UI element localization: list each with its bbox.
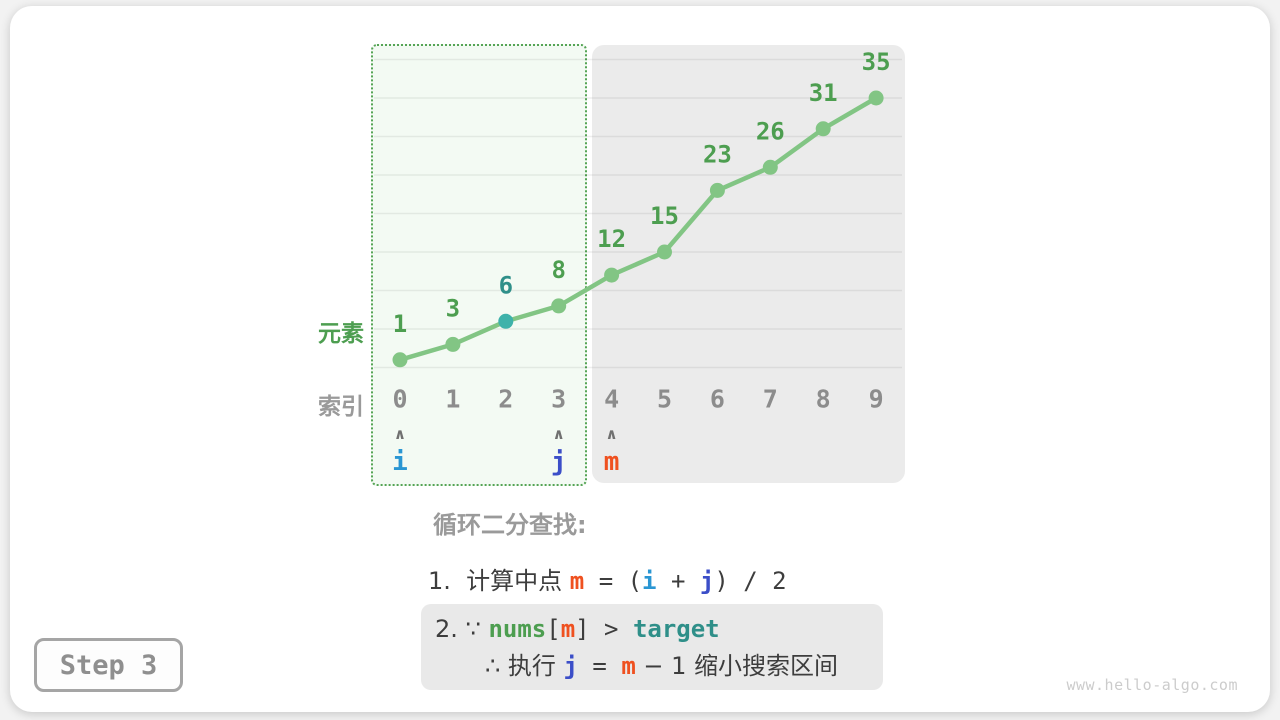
current-search-region bbox=[371, 44, 587, 486]
step2-condition-box: 2. ∵ nums[m] > target ∴ 执行 j = m − 1 缩小搜… bbox=[421, 604, 883, 690]
var-m: m bbox=[621, 652, 636, 680]
index-label: 3 bbox=[551, 385, 566, 414]
pointer-arrow-icon: ∧ bbox=[606, 425, 618, 443]
var-m: m bbox=[569, 567, 585, 595]
nums-token: nums bbox=[488, 615, 547, 643]
step2-line1: 2. ∵ nums[m] > target bbox=[435, 611, 883, 648]
step2-eq: = bbox=[577, 652, 622, 680]
var-i: i bbox=[642, 567, 657, 595]
index-label: 9 bbox=[869, 385, 884, 414]
y-axis-label: 元素 bbox=[318, 321, 364, 347]
pointer-label-m: m bbox=[604, 447, 620, 477]
data-point bbox=[762, 159, 778, 175]
value-label: 31 bbox=[809, 79, 838, 107]
var-m: m bbox=[560, 615, 576, 643]
index-label: 7 bbox=[763, 385, 778, 414]
data-point bbox=[815, 121, 831, 137]
data-point bbox=[709, 182, 725, 198]
value-label: 3 bbox=[446, 294, 460, 322]
watermark: www.hello-algo.com bbox=[1066, 676, 1238, 694]
value-label: 1 bbox=[393, 310, 407, 338]
data-point bbox=[445, 336, 461, 352]
step1-suffix: ) / 2 bbox=[714, 567, 787, 595]
data-point bbox=[868, 90, 884, 106]
value-label: 12 bbox=[597, 225, 626, 253]
data-point bbox=[657, 244, 672, 260]
data-point-highlight bbox=[498, 313, 514, 329]
x-axis-label: 索引 bbox=[318, 394, 364, 420]
step1-plus: + bbox=[656, 567, 700, 595]
index-label: 2 bbox=[498, 385, 513, 414]
index-label: 0 bbox=[392, 385, 407, 414]
index-label: 6 bbox=[710, 385, 725, 414]
pointer-label-i: i bbox=[392, 447, 408, 477]
excluded-search-region bbox=[592, 45, 905, 483]
step1-eq: = ( bbox=[584, 567, 643, 595]
data-point bbox=[604, 267, 620, 283]
value-label: 15 bbox=[650, 202, 679, 230]
value-label: 23 bbox=[703, 140, 732, 168]
data-point bbox=[551, 298, 567, 314]
var-j: j bbox=[699, 567, 715, 595]
data-line bbox=[399, 96, 878, 362]
step-badge: Step 3 bbox=[34, 638, 183, 692]
step2-suffix: − 1 缩小搜索区间 bbox=[635, 652, 839, 680]
step1-prefix: 1. 计算中点 bbox=[428, 567, 570, 595]
rbracket-gt: ] > bbox=[575, 615, 633, 643]
value-label: 35 bbox=[862, 48, 891, 76]
index-label: 4 bbox=[604, 385, 619, 414]
value-label: 26 bbox=[756, 117, 785, 145]
index-label: 8 bbox=[816, 385, 831, 414]
lbracket: [ bbox=[546, 615, 561, 643]
step2-prefix: 2. ∵ bbox=[435, 615, 489, 643]
annotation-heading: 循环二分查找: bbox=[433, 511, 587, 539]
pointer-arrow-icon: ∧ bbox=[553, 425, 565, 443]
pointer-label-j: j bbox=[551, 447, 567, 477]
value-label: 8 bbox=[551, 256, 565, 284]
var-j: j bbox=[563, 652, 578, 680]
data-point bbox=[392, 352, 408, 368]
index-label: 1 bbox=[445, 385, 460, 414]
index-label: 5 bbox=[657, 385, 672, 414]
step1-line: 1. 计算中点 m = (i + j) / 2 bbox=[428, 561, 787, 596]
pointer-arrow-icon: ∧ bbox=[394, 425, 406, 443]
step2-line2-prefix: ∴ 执行 bbox=[485, 652, 564, 680]
value-label: 6 bbox=[499, 271, 513, 299]
target-token: target bbox=[632, 615, 720, 643]
step2-line2: ∴ 执行 j = m − 1 缩小搜索区间 bbox=[485, 648, 883, 685]
